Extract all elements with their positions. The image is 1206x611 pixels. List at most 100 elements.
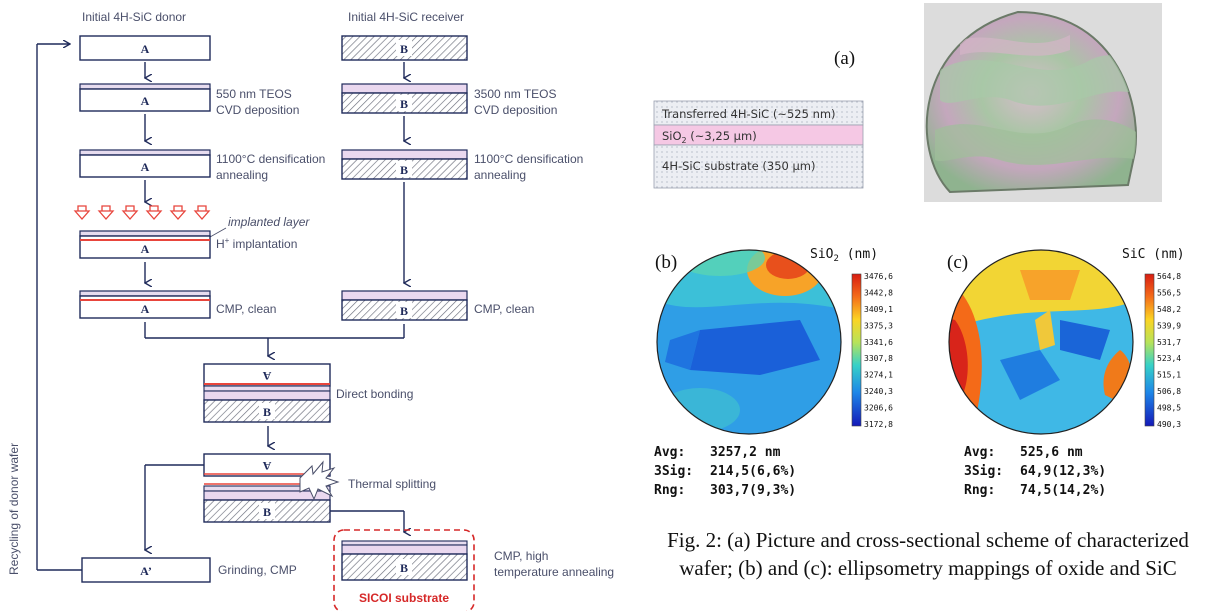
map-c-tick-6: 515,1 <box>1157 371 1181 380</box>
cmp-high-temp-line1: CMP, high <box>494 549 548 563</box>
sicoi-label: SICOI substrate <box>359 591 449 605</box>
svg-text:B: B <box>400 304 408 318</box>
wafer-photo <box>924 3 1162 202</box>
map-b-tick-0: 3476,6 <box>864 272 893 281</box>
map-b-disc <box>657 250 841 434</box>
map-c-stat-value-0: 525,6 nm <box>1020 445 1083 460</box>
cmp-clean-donor: CMP, clean <box>216 302 276 316</box>
map-c-tick-0: 564,8 <box>1157 272 1181 281</box>
thermal-splitting-label: Thermal splitting <box>348 477 436 491</box>
densification-receiver-line2: annealing <box>474 168 526 182</box>
map-c-scale: 564,8 556,5 548,2 539,9 531,7 523,4 515,1 506,8… <box>1157 272 1181 429</box>
map-c-tick-3: 539,9 <box>1157 321 1181 330</box>
map-c-stat-key-2: Rng: <box>964 483 995 498</box>
map-c-tick-1: 556,5 <box>1157 288 1181 297</box>
map-c: (c) SiC (nm) 564,8 556,5 548,2 539,9 531,7 52… <box>947 247 1185 498</box>
map-c-stat-key-1: 3Sig: <box>964 464 1003 479</box>
map-c-stats: Avg: 525,6 nm 3Sig: 64,9(12,3%) Rng: 74,5(14,… <box>964 445 1106 498</box>
map-b-scale: 3476,6 3442,8 3409,1 3375,3 3341,6 3307,8 3274… <box>864 272 893 429</box>
map-b-stat-key-1: 3Sig: <box>654 464 693 479</box>
split-stack: A B <box>203 453 331 523</box>
map-b-tick-4: 3341,6 <box>864 338 893 347</box>
map-b-stats: Avg: 3257,2 nm 3Sig: 214,5(6,6%) Rng: 303,7(9… <box>654 445 796 498</box>
map-b-title: SiO2 (nm) <box>810 247 878 264</box>
map-b-label: (b) <box>655 252 677 273</box>
receiver-wafer-1: B <box>341 35 468 61</box>
implanted-layer-label: implanted layer <box>228 215 310 229</box>
map-b-tick-2: 3409,1 <box>864 305 893 314</box>
grinding-label: Grinding, CMP <box>218 563 297 577</box>
donor-wafer-densified: A <box>79 149 211 178</box>
panel-a-label: (a) <box>834 48 855 69</box>
split-burst-icon <box>299 460 340 501</box>
densification-donor-line1: 1100°C densification <box>216 152 325 166</box>
teos-donor-line2: CVD deposition <box>216 103 299 117</box>
svg-text:A: A <box>262 369 271 383</box>
teos-donor-line1: 550 nm TEOS <box>216 87 292 101</box>
recycling-loop: Recycling of donor wafer <box>7 44 82 575</box>
map-b-stat-key-0: Avg: <box>654 445 685 460</box>
panel-a: (a) Transferred 4H-SiC (~525 nm) SiO2 (~… <box>653 3 1162 202</box>
svg-text:B: B <box>400 561 408 575</box>
map-b-stat-key-2: Rng: <box>654 483 685 498</box>
map-c-title: SiC (nm) <box>1122 247 1185 262</box>
svg-text:A: A <box>141 160 150 174</box>
svg-text:A: A <box>141 94 150 108</box>
svg-text:B: B <box>400 97 408 111</box>
map-c-tick-5: 523,4 <box>1157 354 1181 363</box>
svg-text:B: B <box>263 405 271 419</box>
donor-title: Initial 4H-SiC donor <box>82 10 186 24</box>
map-c-tick-2: 548,2 <box>1157 305 1181 314</box>
map-b-tick-1: 3442,8 <box>864 288 893 297</box>
map-c-tick-8: 498,5 <box>1157 404 1181 413</box>
map-b-tick-8: 3206,6 <box>864 404 893 413</box>
cmp-high-temp-line2: temperature annealing <box>494 565 614 579</box>
map-c-stat-value-1: 64,9(12,3%) <box>1020 464 1106 479</box>
map-c-disc <box>949 250 1133 434</box>
recycling-label: Recycling of donor wafer <box>7 443 21 575</box>
receiver-title: Initial 4H-SiC receiver <box>348 10 464 24</box>
sicoi-highlight <box>333 529 475 611</box>
bonded-stack: A B <box>203 363 331 423</box>
svg-text:A: A <box>141 42 150 56</box>
map-b-tick-7: 3240,3 <box>864 387 893 396</box>
map-b-tick-6: 3274,1 <box>864 371 893 380</box>
figure-caption: Fig. 2: (a) Picture and cross-sectional … <box>667 528 1189 580</box>
sicoi-stack: B <box>341 540 468 581</box>
map-b-tick-3: 3375,3 <box>864 321 893 330</box>
map-c-stat-value-2: 74,5(14,2%) <box>1020 483 1106 498</box>
implantation-arrows <box>73 205 211 220</box>
map-c-label: (c) <box>947 252 968 273</box>
svg-text:A: A <box>141 302 150 316</box>
svg-text:A’: A’ <box>140 564 152 578</box>
map-b-tick-9: 3172,8 <box>864 420 893 429</box>
cmp-clean-receiver: CMP, clean <box>474 302 534 316</box>
densification-donor-line2: annealing <box>216 168 268 182</box>
direct-bonding-label: Direct bonding <box>336 387 413 401</box>
svg-text:B: B <box>400 163 408 177</box>
donor-wafer-implanted: A <box>79 230 211 259</box>
svg-text:A: A <box>262 459 271 473</box>
layer-transferred-sic: Transferred 4H-SiC (~525 nm) <box>661 107 836 121</box>
donor-wafer-recycled: A’ <box>81 557 211 583</box>
map-b-stat-value-1: 214,5(6,6%) <box>710 464 796 479</box>
layer-substrate: 4H-SiC substrate (350 µm) <box>662 159 816 173</box>
map-b: (b) SiO2 (nm) 3476,6 3442,8 3409,1 3375,3 33… <box>654 247 893 498</box>
donor-wafer-teos: A <box>79 83 211 112</box>
densification-receiver-line1: 1100°C densification <box>474 152 583 166</box>
donor-wafer-1: A <box>79 35 211 61</box>
svg-text:B: B <box>400 42 408 56</box>
donor-wafer-cmp: A <box>79 290 211 319</box>
map-c-tick-4: 531,7 <box>1157 338 1181 347</box>
map-c-stat-key-0: Avg: <box>964 445 995 460</box>
process-flow-diagram: Initial 4H-SiC donor Initial 4H-SiC rece… <box>7 10 614 611</box>
map-b-stat-value-2: 303,7(9,3%) <box>710 483 796 498</box>
receiver-wafer-densified: B <box>341 149 468 180</box>
teos-receiver-line2: CVD deposition <box>474 103 557 117</box>
map-b-stat-value-0: 3257,2 nm <box>710 445 781 460</box>
map-c-tick-7: 506,8 <box>1157 387 1181 396</box>
svg-text:B: B <box>263 505 271 519</box>
layer-sio2: SiO2 (~3,25 µm) <box>662 129 757 145</box>
receiver-wafer-cmp: B <box>341 290 468 321</box>
map-c-tick-9: 490,3 <box>1157 420 1181 429</box>
